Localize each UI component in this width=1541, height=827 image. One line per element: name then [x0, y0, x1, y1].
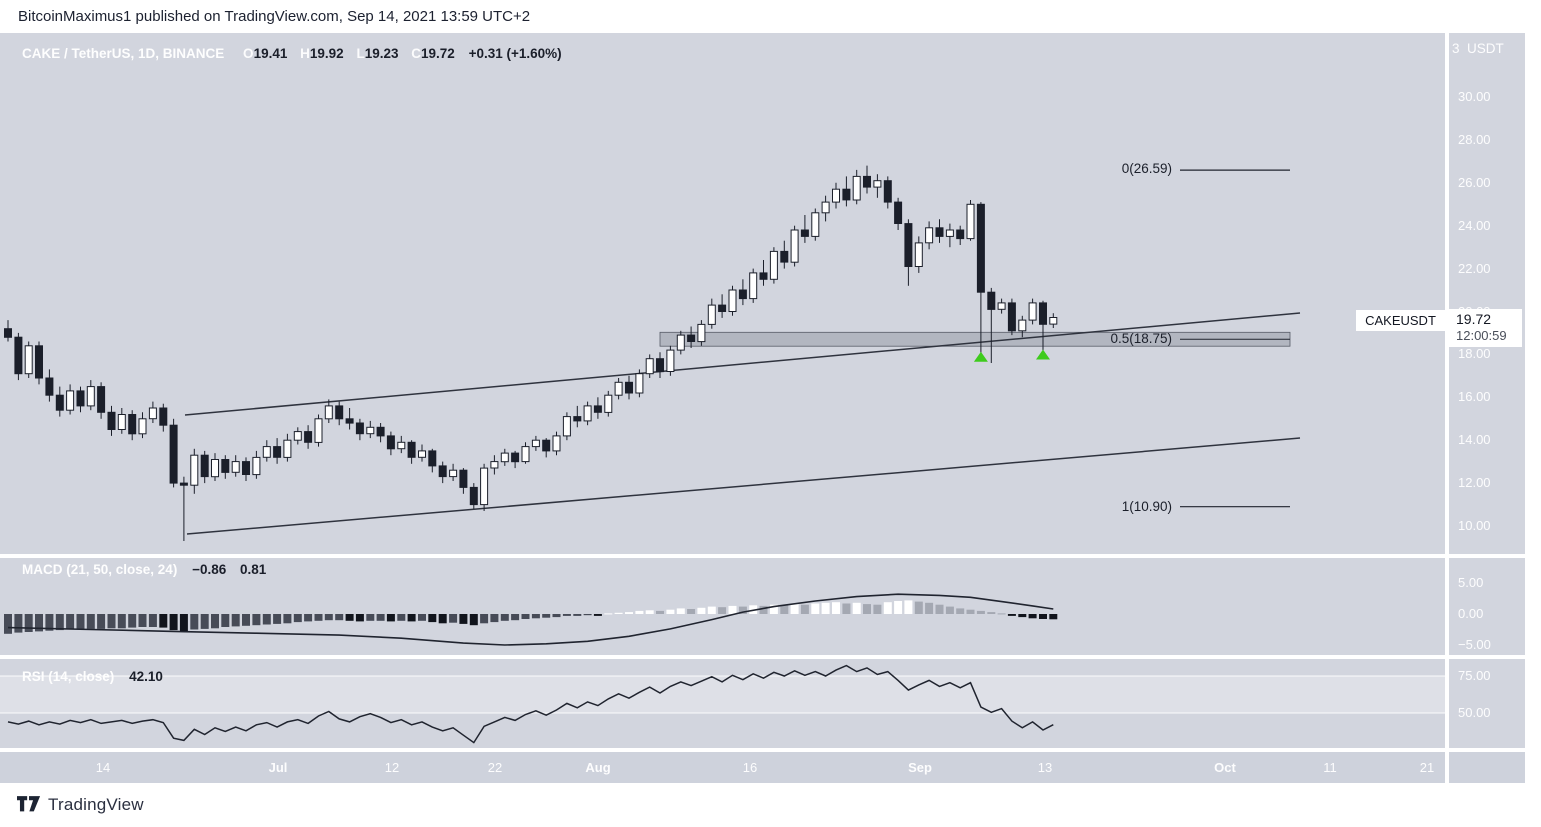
fib-level-1-label[interactable]: 1(10.90): [1121, 499, 1172, 514]
time-tick-label: Jul: [268, 760, 288, 775]
axis-tick-label: 26.00: [1458, 174, 1491, 190]
fib-level-05-label[interactable]: 0.5(18.75): [1110, 331, 1172, 346]
buy-signal-marker: [973, 351, 988, 362]
ohlc-low: L19.23: [356, 46, 399, 61]
ohlc-close: C19.72: [411, 46, 455, 61]
symbol-title: CAKE / TetherUS, 1D, BINANCE: [22, 46, 225, 61]
time-tick-label: Oct: [1214, 760, 1236, 775]
pane-separator-time: [0, 748, 1525, 752]
macd-title: MACD (21, 50, close, 24): [22, 562, 178, 577]
macd-legend: MACD (21, 50, close, 24) −0.86 0.81: [22, 562, 266, 577]
rsi-value: 42.10: [129, 669, 163, 684]
time-tick-label: Aug: [585, 760, 611, 775]
buy-signal-marker: [1036, 349, 1050, 360]
pane-separator-macd[interactable]: [0, 554, 1525, 558]
time-tick-label: 12: [384, 760, 400, 775]
price-chart-canvas[interactable]: [0, 33, 1445, 554]
axis-tick-label: −5.00: [1458, 637, 1491, 652]
axis-tick-label: 18.00: [1458, 346, 1491, 362]
axis-tick-label: 22.00: [1458, 260, 1491, 276]
axis-tick-label: 75.00: [1458, 668, 1491, 683]
axis-tick-label: 0.00: [1458, 606, 1484, 621]
axis-tick-label: 10.00: [1458, 518, 1491, 533]
axis-tick-label: 50.00: [1458, 705, 1491, 720]
macd-hist-value: −0.86: [192, 562, 227, 577]
last-price-value: 19.72: [1456, 311, 1492, 327]
rsi-pane-canvas[interactable]: [0, 659, 1445, 748]
tradingview-brand-text[interactable]: TradingView: [48, 795, 144, 814]
bar-countdown: 12:00:59: [1456, 328, 1507, 343]
price-change: +0.31 (+1.60%): [468, 46, 562, 61]
axis-tick-label: 16.00: [1458, 389, 1491, 405]
pane-separator-rsi[interactable]: [0, 655, 1525, 659]
publish-info-bar: BitcoinMaximus1 published on TradingView…: [0, 0, 1541, 33]
symbol-legend: CAKE / TetherUS, 1D, BINANCE O19.41 H19.…: [22, 46, 562, 61]
axis-tick-label: 12.00: [1458, 475, 1491, 491]
axis-tick-label: 14.00: [1458, 432, 1491, 448]
axis-tick-label: 5.00: [1458, 575, 1484, 590]
axis-tick-label: 30.00: [1458, 89, 1491, 104]
time-tick-label: 13: [1037, 760, 1053, 775]
footer-bar: TradingView: [0, 783, 1541, 827]
clipped-price-tick: 3: [1452, 41, 1460, 56]
time-axis[interactable]: 14 Jul 12 22 Aug 16 Sep 13 Oct 11 21: [0, 752, 1445, 783]
price-axis-separator[interactable]: [1445, 33, 1449, 783]
time-tick-label: 16: [742, 760, 758, 775]
price-axis-unit: USDT: [1467, 41, 1504, 56]
time-tick-label: 22: [487, 760, 503, 775]
macd-signal-value: 0.81: [240, 562, 267, 577]
rsi-title: RSI (14, close): [22, 669, 115, 684]
fib-level-0-label[interactable]: 0(26.59): [1121, 161, 1172, 176]
time-tick-label: 11: [1323, 760, 1337, 775]
ohlc-high: H19.92: [300, 46, 344, 61]
time-tick-label: 21: [1419, 760, 1435, 775]
symbol-tag: CAKEUSDT: [1356, 310, 1445, 331]
time-tick-label: 14: [95, 760, 111, 775]
ohlc-open: O19.41: [243, 46, 288, 61]
time-axis-strip[interactable]: [0, 752, 1525, 783]
tradingview-logo-icon[interactable]: [17, 795, 41, 813]
axis-tick-label: 28.00: [1458, 131, 1491, 147]
axis-tick-label: 24.00: [1458, 217, 1491, 233]
macd-pane-canvas[interactable]: [0, 558, 1445, 655]
rsi-legend: RSI (14, close) 42.10: [22, 669, 163, 684]
publish-info-text: BitcoinMaximus1 published on TradingView…: [18, 8, 531, 25]
price-axis[interactable]: 30.0028.0026.0024.0022.0020.0018.0016.00…: [1449, 33, 1525, 783]
last-price-label: 19.72 12:00:59: [1449, 309, 1522, 347]
time-tick-label: Sep: [908, 760, 932, 775]
